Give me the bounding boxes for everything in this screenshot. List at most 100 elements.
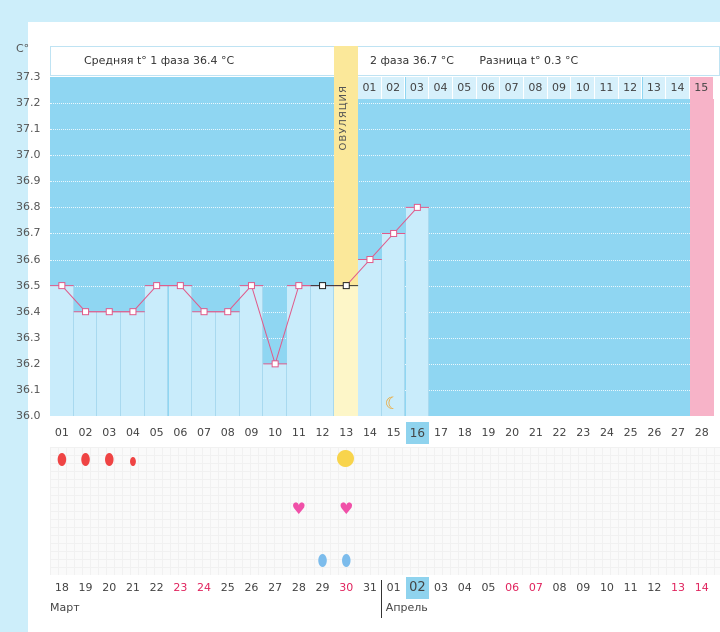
- sun-icon[interactable]: [337, 450, 355, 467]
- temperature-bar[interactable]: [263, 363, 287, 416]
- calendar-date[interactable]: 10: [599, 581, 614, 594]
- cycle-day[interactable]: 23: [576, 426, 591, 439]
- cycle-day[interactable]: 25: [623, 426, 638, 439]
- cycle-day[interactable]: 24: [599, 426, 614, 439]
- calendar-date[interactable]: 24: [197, 581, 212, 594]
- calendar-date[interactable]: 05: [481, 581, 496, 594]
- temperature-point[interactable]: [58, 282, 66, 290]
- y-tick-label: 37.1: [16, 122, 41, 136]
- temperature-bar[interactable]: [50, 285, 74, 416]
- calendar-date[interactable]: 14: [694, 581, 709, 594]
- calendar-date[interactable]: 25: [220, 581, 235, 594]
- calendar-date[interactable]: 26: [244, 581, 259, 594]
- temperature-bar[interactable]: [381, 233, 406, 416]
- cycle-day[interactable]: 27: [671, 426, 686, 439]
- blood-drop-icon[interactable]: ⬮: [104, 450, 115, 469]
- temperature-point[interactable]: [105, 308, 113, 316]
- temperature-bar[interactable]: [97, 311, 122, 416]
- temperature-point[interactable]: [176, 282, 184, 290]
- cycle-day[interactable]: 03: [102, 426, 117, 439]
- calendar-date[interactable]: 02: [405, 577, 430, 599]
- calendar-date[interactable]: 11: [623, 581, 638, 594]
- cycle-day[interactable]: 05: [149, 426, 164, 439]
- temperature-bar[interactable]: [144, 285, 169, 416]
- calendar-date[interactable]: 27: [268, 581, 283, 594]
- month-separator: [380, 580, 382, 618]
- temperature-point[interactable]: [82, 308, 90, 316]
- heart-icon[interactable]: ♥: [291, 499, 307, 518]
- temperature-point[interactable]: [342, 282, 350, 290]
- temperature-bar[interactable]: [239, 285, 264, 416]
- calendar-date[interactable]: 07: [528, 581, 543, 594]
- calendar-date[interactable]: 30: [339, 581, 354, 594]
- blue-drop-icon[interactable]: ⬮: [341, 551, 352, 570]
- cycle-day[interactable]: 20: [505, 426, 520, 439]
- temperature-point[interactable]: [129, 308, 137, 316]
- cycle-day[interactable]: 01: [54, 426, 69, 439]
- cycle-day[interactable]: 08: [220, 426, 235, 439]
- blue-drop-icon[interactable]: ⬮: [317, 551, 328, 570]
- calendar-date[interactable]: 01: [386, 581, 401, 594]
- temperature-bar[interactable]: [405, 207, 430, 416]
- calendar-date[interactable]: 18: [54, 581, 69, 594]
- calendar-date[interactable]: 04: [457, 581, 472, 594]
- cycle-day[interactable]: 19: [481, 426, 496, 439]
- calendar-date[interactable]: 19: [78, 581, 93, 594]
- cycle-day[interactable]: 07: [197, 426, 212, 439]
- calendar-date[interactable]: 09: [576, 581, 591, 594]
- cycle-day[interactable]: 10: [268, 426, 283, 439]
- cycle-day[interactable]: 09: [244, 426, 259, 439]
- blood-drop-icon[interactable]: ⬮: [80, 450, 91, 469]
- cycle-day[interactable]: 11: [291, 426, 306, 439]
- temperature-point[interactable]: [366, 256, 374, 264]
- calendar-date[interactable]: 12: [647, 581, 662, 594]
- cycle-day[interactable]: 16: [405, 422, 430, 444]
- cycle-day[interactable]: 06: [173, 426, 188, 439]
- cycle-day[interactable]: 17: [434, 426, 449, 439]
- cycle-day[interactable]: 12: [315, 426, 330, 439]
- calendar-date[interactable]: 20: [102, 581, 117, 594]
- temperature-point[interactable]: [413, 203, 421, 211]
- calendar-date[interactable]: 03: [434, 581, 449, 594]
- calendar-date[interactable]: 21: [125, 581, 140, 594]
- temperature-bar[interactable]: [358, 259, 382, 416]
- temperature-bar[interactable]: [215, 311, 240, 416]
- cycle-day[interactable]: 22: [552, 426, 567, 439]
- calendar-date[interactable]: 06: [505, 581, 520, 594]
- temperature-point[interactable]: [319, 282, 327, 290]
- temperature-point[interactable]: [153, 282, 161, 290]
- temperature-bar[interactable]: [73, 311, 98, 416]
- y-unit: C°: [16, 42, 30, 55]
- calendar-date[interactable]: 23: [173, 581, 188, 594]
- cycle-day[interactable]: 28: [694, 426, 709, 439]
- temperature-point[interactable]: [390, 229, 398, 237]
- cycle-day[interactable]: 26: [647, 426, 662, 439]
- temperature-point[interactable]: [200, 308, 208, 316]
- calendar-date[interactable]: 28: [291, 581, 306, 594]
- temperature-point[interactable]: [271, 360, 279, 368]
- cycle-day[interactable]: 15: [386, 426, 401, 439]
- cycle-day[interactable]: 18: [457, 426, 472, 439]
- calendar-date[interactable]: 22: [149, 581, 164, 594]
- temperature-point[interactable]: [224, 308, 232, 316]
- cycle-day[interactable]: 13: [339, 426, 354, 439]
- heart-icon[interactable]: ♥: [339, 499, 354, 518]
- cycle-day[interactable]: 21: [528, 426, 543, 439]
- temperature-bar[interactable]: [121, 311, 145, 416]
- temperature-bar[interactable]: [310, 285, 335, 416]
- cycle-day[interactable]: 14: [362, 426, 377, 439]
- calendar-date[interactable]: 13: [671, 581, 686, 594]
- temperature-point[interactable]: [247, 282, 255, 290]
- small-blood-drop-icon[interactable]: ⬮: [129, 455, 137, 468]
- calendar-date[interactable]: 08: [552, 581, 567, 594]
- temperature-bar[interactable]: [287, 285, 311, 416]
- temperature-point[interactable]: [295, 282, 303, 290]
- calendar-date[interactable]: 29: [315, 581, 330, 594]
- temperature-bar[interactable]: [192, 311, 216, 416]
- cycle-day[interactable]: 04: [125, 426, 140, 439]
- calendar-date[interactable]: 31: [362, 581, 377, 594]
- blood-drop-icon[interactable]: ⬮: [56, 450, 67, 469]
- temperature-bar[interactable]: [168, 285, 193, 416]
- period-column: [689, 77, 714, 416]
- cycle-day[interactable]: 02: [78, 426, 93, 439]
